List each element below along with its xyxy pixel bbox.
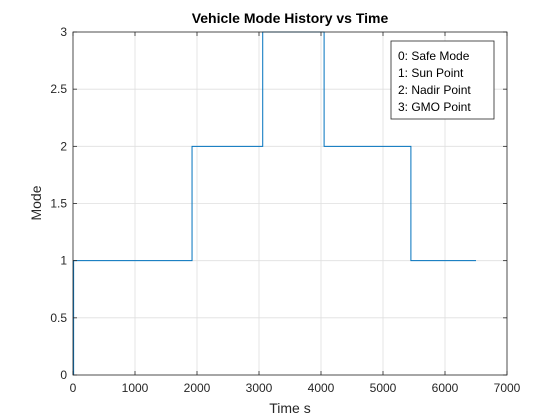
y-tick-label: 2.5	[50, 82, 67, 96]
tick-labels: 0 1000 2000 3000 4000 5000 6000 7000 0 0.5 1 1.5 2 2.…	[50, 25, 520, 395]
x-tick-label: 2000	[184, 381, 211, 395]
legend-entry: 0: Safe Mode	[398, 49, 470, 63]
y-axis-label: Mode	[28, 185, 44, 220]
y-tick-label: 0	[60, 368, 67, 382]
legend-entry: 2: Nadir Point	[398, 83, 471, 97]
legend-entry: 3: GMO Point	[398, 100, 471, 114]
legend-entry: 1: Sun Point	[398, 66, 464, 80]
legend: 0: Safe Mode 1: Sun Point 2: Nadir Point…	[390, 40, 495, 120]
x-tick-label: 1000	[122, 381, 149, 395]
chart-title: Vehicle Mode History vs Time	[192, 10, 389, 26]
y-tick-label: 1.5	[50, 197, 67, 211]
y-tick-label: 3	[60, 25, 67, 39]
x-tick-label: 6000	[432, 381, 459, 395]
x-axis-label: Time s	[269, 400, 310, 416]
y-tick-label: 1	[60, 254, 67, 268]
x-tick-label: 3000	[246, 381, 273, 395]
y-tick-label: 0.5	[50, 311, 67, 325]
series-line-mode	[73, 31, 476, 376]
x-tick-label: 0	[70, 381, 77, 395]
x-tick-label: 5000	[370, 381, 397, 395]
y-tick-label: 2	[60, 139, 67, 153]
series-layer	[73, 31, 476, 376]
x-tick-label: 7000	[494, 381, 521, 395]
ticks	[72, 31, 508, 376]
x-tick-label: 4000	[308, 381, 335, 395]
legend-box	[390, 40, 495, 120]
